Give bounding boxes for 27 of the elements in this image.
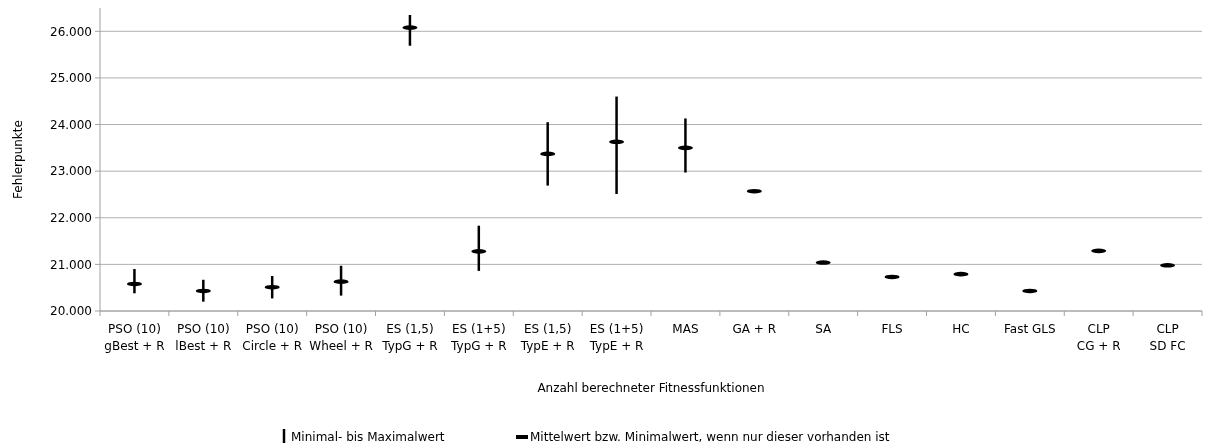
x-tick-label: SA (815, 322, 832, 336)
y-tick-label: 26.000 (50, 24, 92, 39)
x-tick-label: PSO (10) Wheel + R (309, 322, 373, 353)
text: Minimal- bis Maximalwert (291, 430, 445, 445)
x-tick-label: CLP CG + R (1076, 322, 1121, 353)
y-tick-label: 25.000 (50, 71, 92, 86)
y-axis-title: Fehlerpunkte (11, 120, 25, 199)
x-tick-label: PSO (10) Circle + R (242, 322, 303, 353)
legend-label: Mittelwert bzw. Minimalwert, wenn nur dieser vorhanden ist (530, 430, 890, 445)
y-tick-label: 23.000 (50, 164, 92, 179)
x-tick-label: ES (1+5) TypG + R (450, 322, 507, 353)
x-tick-label: MAS (672, 322, 699, 336)
y-tick-label: 21.000 (50, 257, 92, 272)
x-tick-label: PSO (10) lBest + R (175, 322, 232, 353)
x-tick-label: ES (1,5) TypE + R (519, 322, 575, 353)
x-tick-label: ES (1+5) TypE + R (588, 322, 644, 353)
y-tick-label: 20.000 (50, 304, 92, 319)
x-tick-label: Fast GLS (1004, 322, 1056, 336)
x-tick-label: PSO (10) gBest + R (104, 322, 165, 353)
x-tick-label: GA + R (732, 322, 777, 336)
x-tick-label: FLS (881, 322, 903, 336)
x-tick-label: HC (952, 322, 970, 336)
x-tick-label: CLP SD FC (1149, 322, 1186, 353)
x-axis-title: Anzahl berechneter Fitnessfunktionen (537, 381, 765, 395)
y-tick-label: 22.000 (50, 210, 92, 225)
y-tick-label: 24.000 (50, 117, 92, 132)
x-tick-label: ES (1,5) TypG + R (381, 322, 438, 353)
